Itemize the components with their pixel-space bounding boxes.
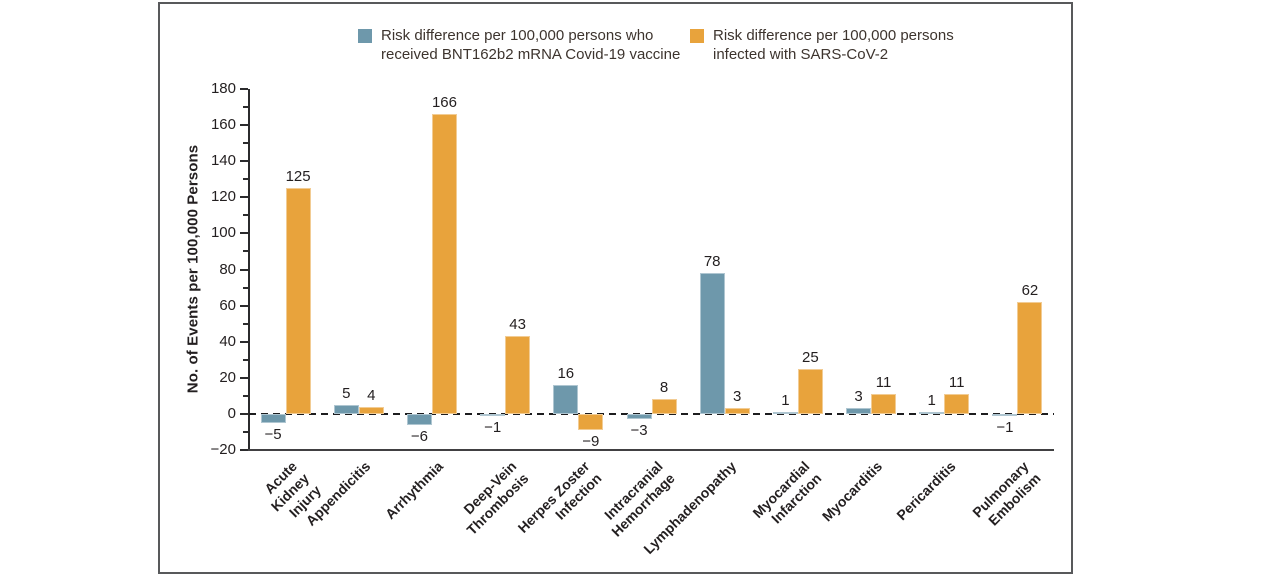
bar-infection-arrhythmia [431,114,457,414]
bar-vaccine-myocardial-infarction [772,412,798,415]
value-label-infection-intracranial-hemorrhage: 8 [659,379,669,397]
y-axis-minor-tick [243,250,248,253]
bar-infection-myocardial-infarction [797,368,823,414]
bar-vaccine-acute-kidney-injury [260,413,286,423]
y-axis-tick-label: −20 [210,441,236,458]
y-axis-line [248,89,250,450]
bar-infection-lymphadenopathy [724,408,750,414]
y-axis-minor-tick [243,430,248,433]
bar-infection-acute-kidney-injury [285,188,311,414]
y-axis-tick [240,268,248,271]
y-axis-minor-tick [243,394,248,397]
x-axis-label-pericarditis: Pericarditis [893,458,959,524]
y-axis-tick [240,340,248,343]
bar-vaccine-deep-vein-thrombosis [480,413,506,416]
bar-vaccine-herpes-zoster-infection [553,385,579,414]
value-label-infection-appendicitis: 4 [367,386,376,404]
value-label-vaccine-acute-kidney-injury: −5 [264,425,282,443]
y-axis-tick [240,232,248,235]
figure-frame: Risk difference per 100,000 persons who … [158,2,1073,574]
y-axis-minor-tick [243,214,248,217]
value-label-infection-arrhythmia: 166 [431,94,457,112]
bar-vaccine-lymphadenopathy [699,273,725,414]
bar-infection-intracranial-hemorrhage [651,399,677,414]
value-label-vaccine-intracranial-hemorrhage: −3 [630,422,648,440]
x-axis-label-herpes-zoster-infection: Herpes Zoster Infection [514,458,605,536]
legend-label-infection: Risk difference per 100,000 persons infe… [713,27,954,63]
value-label-vaccine-appendicitis: 5 [342,384,351,402]
y-axis-minor-tick [243,358,248,361]
legend-label-vaccine: Risk difference per 100,000 persons who … [381,27,681,63]
value-label-infection-herpes-zoster-infection: −9 [582,433,600,451]
value-label-vaccine-pericarditis: 1 [927,392,936,410]
value-label-vaccine-myocarditis: 3 [854,388,863,406]
bar-infection-deep-vein-thrombosis [505,336,531,414]
x-axis-label-myocardial-infarction: Myocardial Infarction [749,458,825,527]
y-axis-tick [240,88,248,90]
y-axis-tick [240,160,248,163]
y-axis-minor-tick [243,178,248,181]
y-axis-tick-label: 120 [210,188,236,206]
y-axis-tick [240,449,248,451]
bar-vaccine-myocarditis [846,408,872,414]
y-axis-tick-label: 60 [219,296,236,314]
y-axis-tick [240,304,248,307]
y-axis-tick-label: 80 [219,260,236,278]
y-axis-minor-tick [243,322,248,325]
y-axis-tick-label: 180 [210,80,236,97]
value-label-vaccine-herpes-zoster-infection: 16 [557,365,575,383]
y-axis-tick-label: 40 [219,332,236,350]
x-axis-label-pulmonary-embolism: Pulmonary Embolism [969,458,1044,529]
bar-infection-pulmonary-embolism [1017,301,1043,414]
y-axis-tick-label: 20 [219,368,236,386]
value-label-infection-acute-kidney-injury: 125 [285,168,311,186]
x-axis-label-myocarditis: Myocarditis [819,458,886,525]
y-axis-tick-label: 140 [210,152,236,170]
bar-infection-pericarditis [944,394,970,414]
bar-vaccine-arrhythmia [406,413,432,425]
value-label-vaccine-arrhythmia: −6 [410,427,428,445]
bar-infection-appendicitis [358,406,384,414]
value-label-infection-myocardial-infarction: 25 [802,348,819,366]
y-axis-tick [240,376,248,379]
y-axis-tick-label: 0 [227,404,236,422]
legend-swatch-vaccine-icon [358,29,372,43]
y-axis-tick-label: 160 [210,116,236,134]
y-axis-tick-label: 100 [210,224,236,242]
bar-infection-herpes-zoster-infection [578,413,604,431]
plot-area: −20 0 20 40 60 80 100 120 140 160 180 −5 125 Acute Ki… [211,81,1054,557]
y-axis-minor-tick [243,286,248,289]
y-axis-tick [240,196,248,199]
bar-vaccine-appendicitis [333,404,359,414]
value-label-vaccine-lymphadenopathy: 78 [703,253,721,271]
value-label-infection-lymphadenopathy: 3 [733,388,742,406]
bar-vaccine-pericarditis [919,412,945,415]
value-label-infection-pulmonary-embolism: 62 [1021,281,1039,299]
x-axis-line [248,449,1054,451]
bar-vaccine-intracranial-hemorrhage [626,413,652,420]
y-axis-minor-tick [243,106,248,109]
value-label-infection-deep-vein-thrombosis: 43 [509,316,526,334]
legend-item-infection: Risk difference per 100,000 persons infe… [690,26,954,64]
value-label-infection-myocarditis: 11 [875,374,892,392]
legend-item-vaccine: Risk difference per 100,000 persons who … [358,26,680,64]
value-label-vaccine-myocardial-infarction: 1 [781,392,790,410]
x-axis-label-arrhythmia: Arrhythmia [382,458,447,523]
y-axis-minor-tick [243,142,248,145]
y-axis-tick [240,412,248,415]
value-label-infection-pericarditis: 11 [948,374,965,392]
y-axis-tick [240,124,248,127]
legend-swatch-infection-icon [690,29,704,43]
bar-vaccine-pulmonary-embolism [992,413,1018,416]
zero-baseline [249,412,1054,415]
value-label-vaccine-pulmonary-embolism: −1 [996,418,1014,436]
value-label-vaccine-deep-vein-thrombosis: −1 [484,418,502,436]
bar-infection-myocarditis [871,394,897,414]
